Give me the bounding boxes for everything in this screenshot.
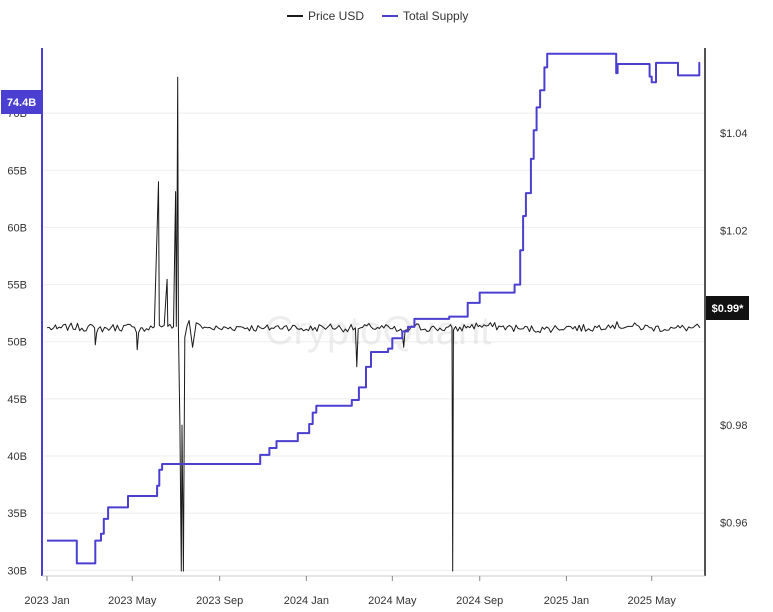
x-axis-ticks: 2023 Jan 2023 May 2023 Sep 2024 Jan 2024 May… bbox=[24, 576, 676, 607]
price-current-badge: $0.99* bbox=[706, 296, 749, 320]
right-axis-ticks: $0.96 $0.98 $1.02 $1.04 bbox=[720, 128, 748, 529]
right-tick-label: $1.02 bbox=[720, 225, 748, 237]
x-tick-label: 2023 Jan bbox=[24, 595, 69, 607]
supply-current-badge: 74.4B bbox=[1, 90, 42, 114]
x-tick-label: 2024 Sep bbox=[456, 595, 503, 607]
right-tick-label: $0.96 bbox=[720, 517, 748, 529]
x-tick-label: 2024 Jan bbox=[284, 595, 329, 607]
legend-supply-label: Total Supply bbox=[403, 9, 468, 23]
left-tick-label: 55B bbox=[7, 280, 27, 292]
left-tick-label: 40B bbox=[7, 451, 27, 463]
left-tick-label: 50B bbox=[7, 337, 27, 349]
x-tick-label: 2025 Jan bbox=[544, 595, 589, 607]
x-tick-label: 2023 May bbox=[108, 595, 157, 607]
right-tick-label: $0.98 bbox=[720, 420, 748, 432]
x-tick-label: 2025 May bbox=[628, 595, 677, 607]
supply-badge-label: 74.4B bbox=[7, 97, 36, 109]
x-tick-label: 2023 Sep bbox=[196, 595, 243, 607]
price-badge-bg bbox=[706, 296, 749, 320]
left-tick-label: 65B bbox=[7, 165, 27, 177]
left-tick-label: 30B bbox=[7, 565, 27, 577]
series-price-usd-line bbox=[46, 76, 701, 572]
left-tick-label: 45B bbox=[7, 394, 27, 406]
x-tick-label: 2024 May bbox=[368, 595, 417, 607]
legend: Price USD Total Supply bbox=[287, 9, 468, 23]
legend-price-label: Price USD bbox=[308, 9, 364, 23]
right-tick-label: $1.04 bbox=[720, 128, 748, 140]
price-badge-label: $0.99* bbox=[712, 303, 745, 315]
left-tick-label: 35B bbox=[7, 508, 27, 520]
series-total-supply-line bbox=[47, 52, 701, 565]
grid bbox=[42, 112, 705, 571]
supply-badge-bg bbox=[1, 90, 42, 114]
left-tick-label: 60B bbox=[7, 222, 27, 234]
